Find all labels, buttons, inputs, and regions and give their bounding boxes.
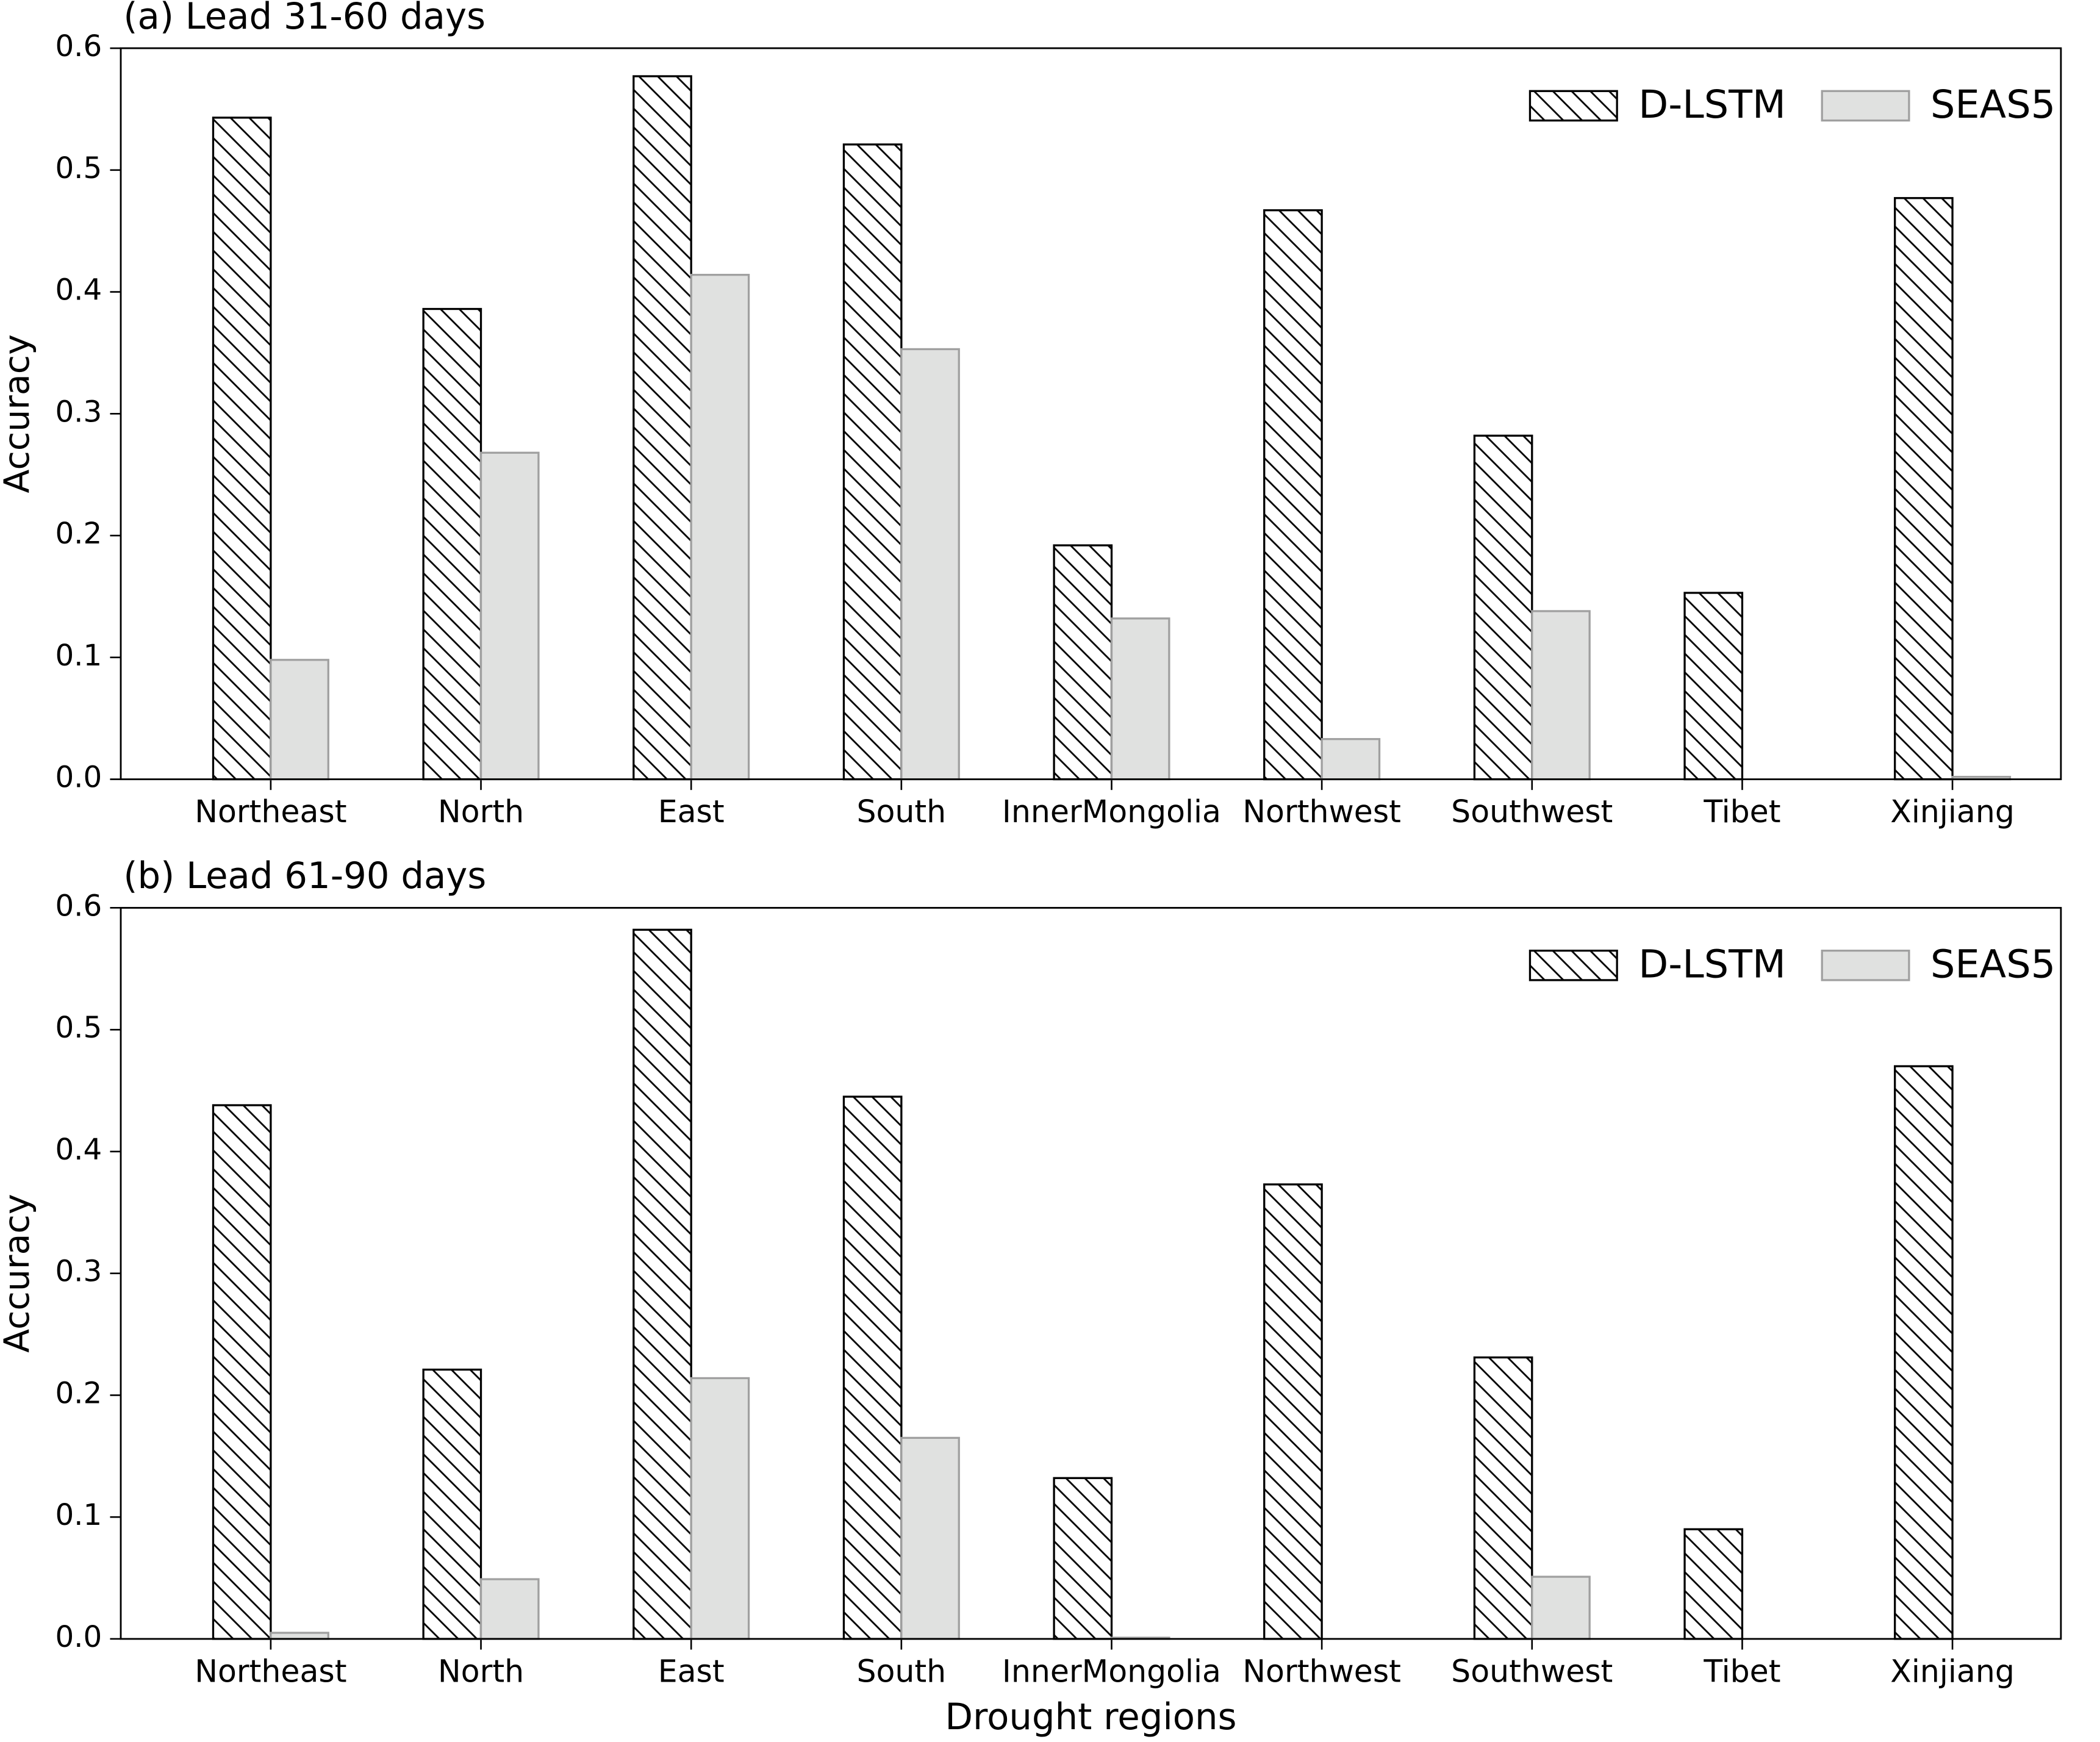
bar — [479, 1578, 540, 1640]
bar — [900, 348, 960, 781]
y-tick-label: 0.6 — [55, 29, 102, 63]
bar — [422, 1368, 482, 1640]
x-axis-label: Drought regions — [945, 1696, 1236, 1738]
bar — [1110, 617, 1170, 781]
bar — [479, 451, 540, 781]
x-tick-label: North — [438, 794, 524, 830]
bar — [633, 928, 692, 1640]
x-tick-label: Tibet — [1703, 794, 1780, 830]
bar — [1473, 434, 1533, 781]
x-tick-label: East — [658, 794, 725, 830]
bar — [1894, 197, 1954, 781]
y-tick-label: 0.0 — [55, 761, 102, 795]
bar — [1263, 1183, 1323, 1640]
legend-label: D-LSTM — [1638, 82, 1786, 127]
bar — [1473, 1356, 1533, 1640]
bar — [270, 659, 329, 781]
chart-title: (b) Lead 61-90 days — [123, 855, 486, 897]
legend-label: SEAS5 — [1930, 942, 2055, 987]
y-tick-label: 0.5 — [55, 151, 102, 185]
y-tick-label: 0.6 — [55, 889, 102, 923]
bar — [690, 1377, 750, 1640]
x-tick-label: South — [856, 794, 946, 830]
x-tick-label: Southwest — [1451, 1654, 1613, 1690]
y-tick-label: 0.1 — [55, 639, 102, 673]
y-tick-label: 0.4 — [55, 273, 102, 307]
x-tick-label: Northwest — [1242, 1654, 1401, 1690]
x-tick-label: South — [856, 1654, 946, 1690]
x-tick-label: Xinjiang — [1890, 1654, 2015, 1690]
x-tick-label: Xinjiang — [1890, 794, 2015, 830]
y-tick-label: 0.2 — [55, 1376, 102, 1410]
y-tick-label: 0.3 — [55, 1255, 102, 1289]
bar — [1531, 610, 1591, 781]
legend-label: SEAS5 — [1930, 82, 2055, 127]
bar — [633, 75, 692, 781]
x-tick-label: Tibet — [1703, 1654, 1780, 1690]
bar — [690, 273, 750, 781]
legend: D-LSTM SEAS5 — [1528, 82, 2055, 127]
bar — [212, 1104, 272, 1640]
x-tick-label: East — [658, 1654, 725, 1690]
axes-frame — [120, 906, 2062, 1640]
x-tick-label: Southwest — [1451, 794, 1613, 830]
bar — [1683, 592, 1744, 781]
legend-swatch — [1821, 949, 1910, 981]
bar — [1053, 544, 1113, 781]
chart-title: (a) Lead 31-60 days — [123, 0, 486, 37]
x-tick-label: Northeast — [195, 794, 346, 830]
y-axis-label: Accuracy — [0, 1194, 37, 1353]
bar — [270, 1632, 329, 1640]
legend-label: D-LSTM — [1638, 942, 1786, 987]
y-tick-label: 0.4 — [55, 1133, 102, 1167]
x-tick-label: Northeast — [195, 1654, 346, 1690]
y-tick-label: 0.0 — [55, 1620, 102, 1654]
legend-swatch — [1821, 90, 1910, 122]
bar — [1053, 1477, 1113, 1640]
y-tick-label: 0.5 — [55, 1011, 102, 1045]
x-tick-label: Northwest — [1242, 794, 1401, 830]
axes-frame — [120, 47, 2062, 781]
x-tick-label: InnerMongolia — [1002, 1654, 1221, 1690]
bar — [1683, 1528, 1744, 1640]
y-axis-label: Accuracy — [0, 334, 37, 493]
bar — [842, 143, 903, 781]
y-tick-label: 0.2 — [55, 517, 102, 551]
bar — [1321, 738, 1381, 781]
bar — [422, 307, 482, 781]
bar — [1263, 209, 1323, 781]
bar — [1531, 1575, 1591, 1640]
y-tick-label: 0.3 — [55, 395, 102, 429]
x-tick-label: North — [438, 1654, 524, 1690]
bar — [1894, 1065, 1954, 1640]
legend: D-LSTM SEAS5 — [1528, 942, 2055, 987]
legend-swatch — [1528, 949, 1618, 981]
bar — [900, 1436, 960, 1640]
x-tick-label: InnerMongolia — [1002, 794, 1221, 830]
legend-swatch — [1528, 90, 1618, 122]
y-tick-label: 0.1 — [55, 1498, 102, 1532]
bar — [212, 116, 272, 781]
bar — [842, 1095, 903, 1640]
